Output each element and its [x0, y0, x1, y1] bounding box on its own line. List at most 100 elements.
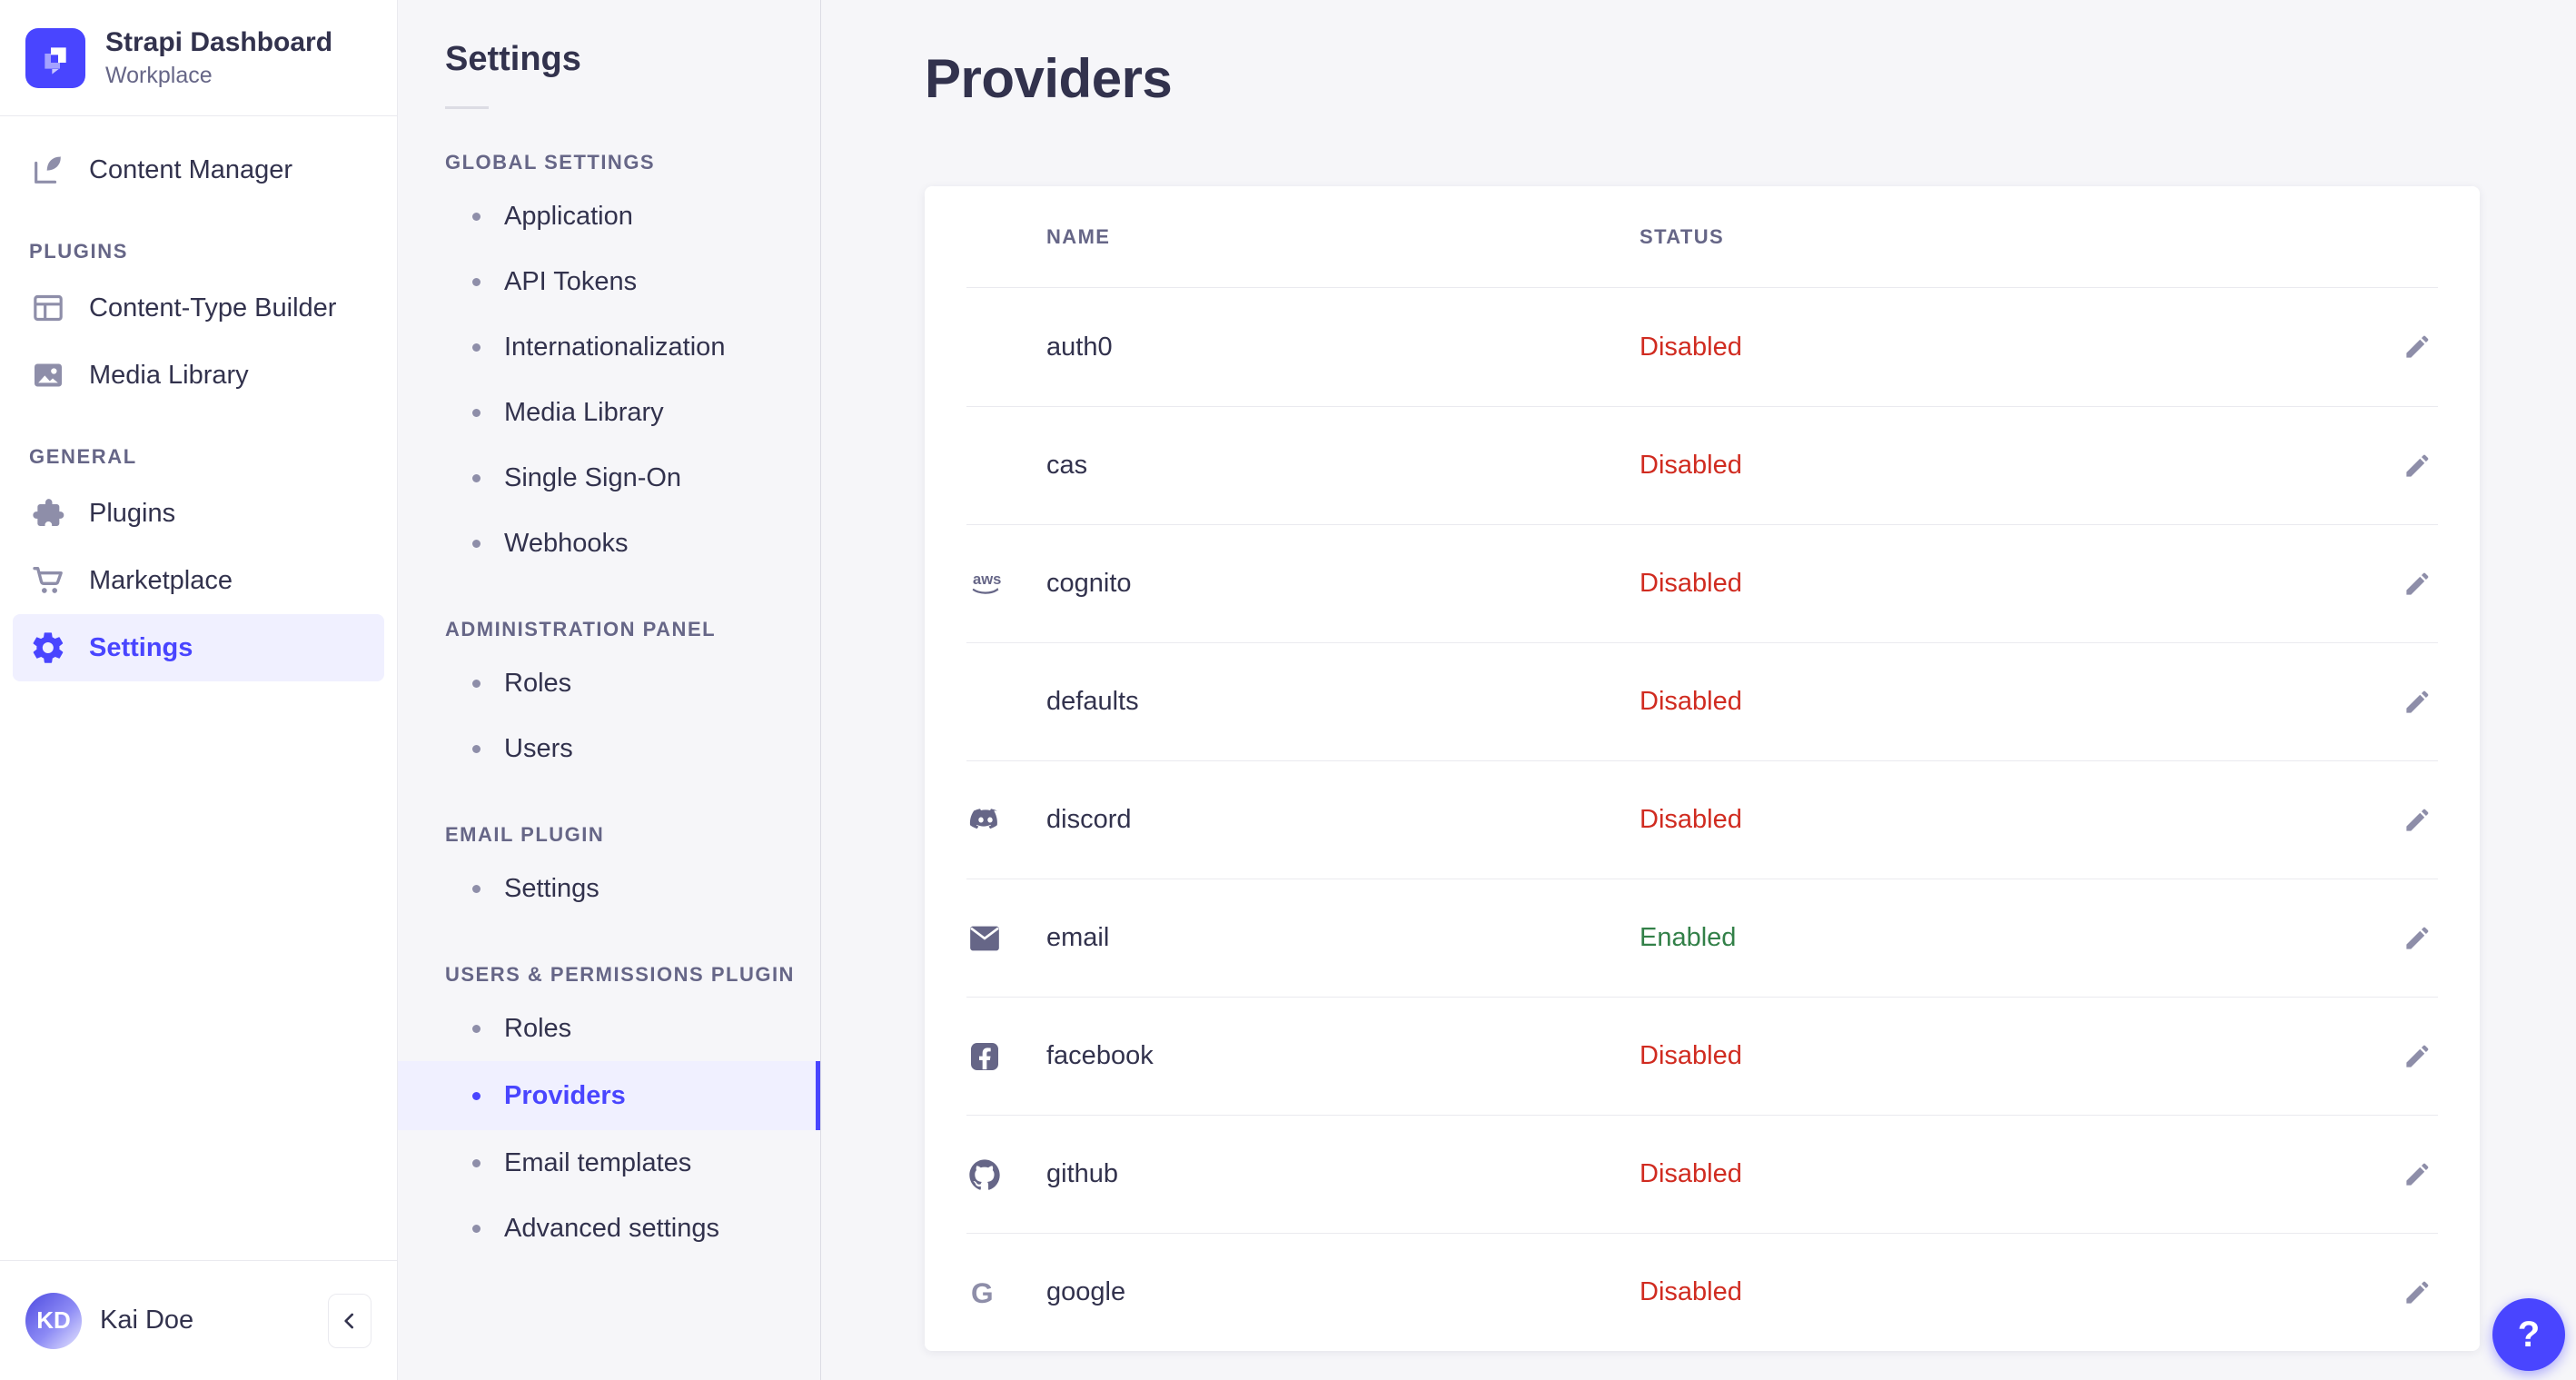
settings-section-admin-panel: ADMINISTRATION PANEL [445, 618, 717, 640]
status-badge: Disabled [1640, 569, 1742, 598]
settings-item-email-settings[interactable]: Settings [398, 856, 820, 921]
settings-item-providers[interactable]: Providers [398, 1061, 820, 1130]
envelope-icon [966, 920, 1046, 957]
edit-provider-button[interactable] [2396, 1272, 2438, 1314]
table-row-cas: cas Disabled [966, 406, 2438, 524]
sidebar-item-media-library[interactable]: Media Library [13, 342, 384, 409]
sidebar-item-plugins[interactable]: Plugins [13, 480, 384, 547]
table-row-discord: discord Disabled [966, 760, 2438, 879]
edit-provider-button[interactable] [2396, 563, 2438, 605]
edit-provider-button[interactable] [2396, 799, 2438, 841]
title-rule [445, 106, 489, 109]
sidebar-section-general: GENERAL [29, 445, 137, 468]
settings-item-advanced-settings[interactable]: Advanced settings [398, 1196, 820, 1261]
user-name: Kai Doe [100, 1306, 194, 1335]
edit-provider-button[interactable] [2396, 918, 2438, 959]
sidebar-item-settings[interactable]: Settings [13, 614, 384, 681]
bullet-icon [472, 1158, 481, 1167]
table-row-auth0: auth0 Disabled [966, 288, 2438, 406]
column-name: NAME [1046, 224, 1111, 248]
settings-item-label: Email templates [504, 1147, 692, 1177]
edit-provider-button[interactable] [2396, 1154, 2438, 1196]
settings-section-users-permissions: USERS & PERMISSIONS PLUGIN [445, 963, 795, 986]
settings-item-label: Advanced settings [504, 1213, 719, 1243]
settings-item-users[interactable]: Users [398, 716, 820, 781]
chevron-left-icon [338, 1309, 362, 1333]
workspace-subtitle: Workplace [105, 62, 213, 88]
provider-name: email [1046, 923, 1110, 952]
bullet-icon [472, 277, 481, 286]
settings-item-api-tokens[interactable]: API Tokens [398, 249, 820, 314]
sidebar-item-label: Content Manager [89, 154, 293, 184]
bullet-icon [472, 744, 481, 753]
bullet-icon [472, 884, 481, 893]
main-nav: Content Manager PLUGINS Content-Type Bui… [0, 116, 397, 1260]
feather-pen-icon [29, 151, 67, 189]
edit-provider-button[interactable] [2396, 681, 2438, 723]
settings-item-webhooks[interactable]: Webhooks [398, 511, 820, 576]
pencil-icon [2402, 451, 2432, 482]
settings-item-label: Roles [504, 668, 572, 698]
page-title: Providers [925, 48, 1173, 109]
settings-item-label: Settings [504, 873, 599, 903]
settings-item-label: Media Library [504, 397, 664, 427]
settings-item-label: Providers [504, 1080, 626, 1110]
facebook-icon [966, 1038, 1046, 1075]
settings-item-label: Webhooks [504, 528, 629, 558]
help-button[interactable]: ? [2492, 1298, 2565, 1371]
bullet-icon [472, 679, 481, 688]
svg-text:G: G [971, 1276, 994, 1308]
bullet-icon [472, 212, 481, 221]
edit-provider-button[interactable] [2396, 1036, 2438, 1077]
bullet-icon [472, 1024, 481, 1033]
settings-item-application[interactable]: Application [398, 184, 820, 249]
table-row-email: email Enabled [966, 879, 2438, 997]
google-icon: G [966, 1275, 1046, 1311]
sidebar-section-plugins: PLUGINS [29, 240, 128, 263]
table-body: auth0 Disabled cas Disabled aws [925, 288, 2480, 1351]
settings-section-email-plugin: EMAIL PLUGIN [445, 823, 605, 846]
settings-item-media-library[interactable]: Media Library [398, 380, 820, 445]
table-row-defaults: defaults Disabled [966, 642, 2438, 760]
sidebar-item-label: Media Library [89, 360, 249, 390]
pencil-icon [2402, 1041, 2432, 1072]
layout-grid-icon [29, 289, 67, 327]
collapse-sidebar-button[interactable] [328, 1293, 372, 1348]
settings-item-label: Roles [504, 1013, 572, 1043]
settings-item-roles[interactable]: Roles [398, 650, 820, 716]
sidebar-item-label: Settings [89, 632, 193, 662]
strapi-logo-icon [25, 27, 85, 88]
provider-name: google [1046, 1277, 1126, 1306]
table-row-google: G google Disabled [966, 1233, 2438, 1351]
bullet-icon [472, 1091, 481, 1100]
workspace-brand[interactable]: Strapi Dashboard Workplace [0, 0, 397, 116]
edit-provider-button[interactable] [2396, 445, 2438, 487]
providers-table-card: NAME STATUS auth0 Disabled cas Disabled [925, 186, 2480, 1351]
settings-item-single-sign-on[interactable]: Single Sign-On [398, 445, 820, 511]
picture-icon [29, 356, 67, 394]
settings-item-label: API Tokens [504, 266, 638, 296]
provider-name: discord [1046, 805, 1132, 834]
avatar: KD [25, 1292, 82, 1349]
settings-nav-title: Settings [445, 40, 581, 78]
pencil-icon [2402, 1277, 2432, 1308]
provider-name: github [1046, 1159, 1119, 1188]
sidebar-item-marketplace[interactable]: Marketplace [13, 547, 384, 614]
settings-section-global: GLOBAL SETTINGS [445, 151, 656, 174]
settings-item-email-templates[interactable]: Email templates [398, 1130, 820, 1196]
edit-provider-button[interactable] [2396, 326, 2438, 368]
pencil-icon [2402, 687, 2432, 718]
svg-text:aws: aws [973, 571, 1001, 588]
sidebar-item-content-manager[interactable]: Content Manager [13, 136, 384, 204]
status-badge: Disabled [1640, 1277, 1742, 1306]
github-icon [966, 1157, 1046, 1193]
provider-name: cas [1046, 451, 1088, 480]
settings-item-label: Internationalization [504, 332, 726, 362]
user-profile[interactable]: KD Kai Doe [25, 1292, 194, 1349]
settings-item-up-roles[interactable]: Roles [398, 996, 820, 1061]
settings-item-internationalization[interactable]: Internationalization [398, 314, 820, 380]
sidebar-item-content-type-builder[interactable]: Content-Type Builder [13, 274, 384, 342]
main-sidebar: Strapi Dashboard Workplace Content Manag… [0, 0, 398, 1380]
column-status: STATUS [1640, 224, 1725, 248]
discord-icon [966, 801, 1046, 839]
